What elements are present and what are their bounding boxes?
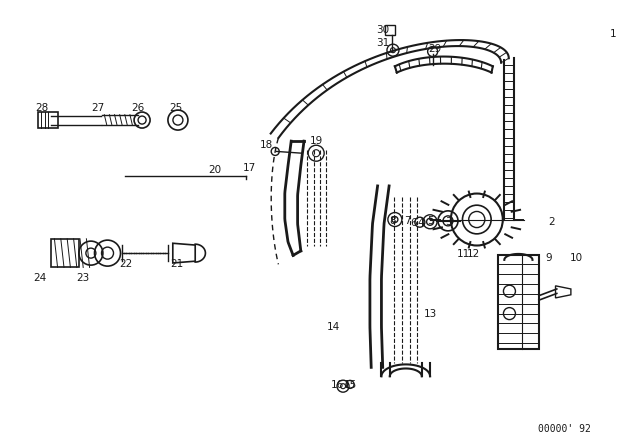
Polygon shape	[556, 286, 571, 298]
Text: 5: 5	[427, 216, 433, 226]
Text: 27: 27	[92, 103, 104, 112]
Text: 6: 6	[410, 218, 417, 228]
Text: 29: 29	[429, 44, 442, 54]
Bar	[498, 255, 539, 349]
Text: 3: 3	[445, 217, 451, 227]
Text: 31: 31	[376, 38, 389, 47]
Text: 12: 12	[467, 250, 480, 259]
Text: 11: 11	[457, 250, 470, 259]
Text: 2: 2	[548, 217, 555, 227]
Text: 1: 1	[610, 29, 616, 39]
Text: 8: 8	[390, 216, 396, 226]
Text: 28: 28	[35, 103, 48, 112]
Text: 9: 9	[546, 253, 552, 263]
Text: 4: 4	[418, 218, 424, 228]
Text: 22: 22	[119, 259, 132, 269]
Text: 10: 10	[570, 253, 582, 263]
Text: 20: 20	[208, 165, 221, 175]
Text: 26: 26	[131, 103, 144, 112]
Text: 16: 16	[331, 380, 344, 390]
Text: 23: 23	[77, 273, 90, 283]
Polygon shape	[173, 243, 195, 263]
Text: 15: 15	[344, 380, 356, 390]
Text: 14: 14	[327, 322, 340, 332]
Text: 18: 18	[260, 140, 273, 150]
Bar	[38, 112, 58, 128]
Text: 7: 7	[404, 216, 410, 226]
Text: 00000' 92: 00000' 92	[538, 424, 591, 434]
Bar	[385, 26, 395, 35]
Text: 25: 25	[170, 103, 182, 112]
Text: 24: 24	[33, 273, 46, 283]
Text: 13: 13	[424, 309, 436, 319]
Bar	[51, 239, 79, 267]
Text: 21: 21	[170, 259, 183, 269]
Text: 19: 19	[310, 136, 323, 146]
Text: 30: 30	[376, 26, 389, 35]
Text: 17: 17	[243, 163, 256, 173]
